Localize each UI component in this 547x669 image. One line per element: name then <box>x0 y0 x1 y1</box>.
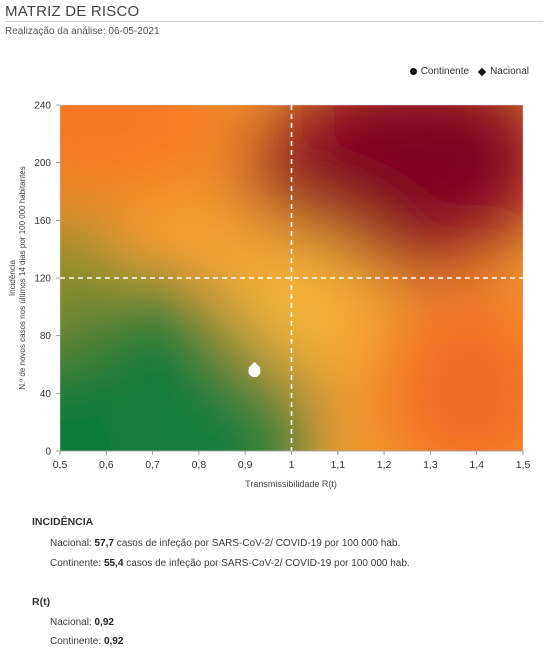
legend-label-nacional: Nacional <box>490 66 529 77</box>
incidencia-nacional-line: Nacional: 57,7 casos de infeção por SARS… <box>50 538 400 549</box>
y-tick-label: 240 <box>34 101 51 112</box>
x-axis-label: Transmissibilidade R(t) <box>245 479 337 489</box>
incidencia-continente-text: casos de infeção por SARS-CoV-2/ COVID-1… <box>126 558 410 569</box>
x-tick-label: 1,4 <box>469 459 484 471</box>
incidencia-nacional-label: Nacional: <box>50 538 92 549</box>
circle-marker-icon <box>409 68 417 75</box>
y-axis-label-line2: N.º de novos casos nos últimos 14 dias p… <box>18 166 27 390</box>
chart-axes: 0,5 0,6 0,7 0,8 0,9 1 1,1 1,2 1,3 1,4 1,5 0 40 80 120 1… <box>34 101 530 472</box>
x-tick-label: 0,9 <box>238 459 253 471</box>
page-title: MATRIZ DE RISCO <box>5 3 140 20</box>
rt-heading: R(t) <box>32 596 51 608</box>
incidencia-continente-line: Continente: 55,4 casos de infeção por SA… <box>50 558 410 569</box>
legend-item-nacional: Nacional <box>477 66 529 77</box>
rt-nacional-value: 0,92 <box>94 617 114 628</box>
rt-nacional-line: Nacional: 0,92 <box>50 617 114 628</box>
x-tick-label: 1,2 <box>377 459 392 471</box>
y-tick-label: 120 <box>34 274 51 285</box>
x-tick-label: 0,8 <box>192 459 207 471</box>
diamond-marker-icon <box>477 67 487 76</box>
incidencia-continente-value: 55,4 <box>103 558 124 569</box>
x-tick-label: 0,5 <box>53 459 68 471</box>
rt-nacional-label: Nacional: <box>50 617 92 628</box>
rt-continente-label: Continente: <box>50 636 102 647</box>
incidencia-continente-label: Continente: <box>50 558 102 569</box>
risk-matrix-chart: 0,5 0,6 0,7 0,8 0,9 1 1,1 1,2 1,3 1,4 1,5 0 40 80 120 1… <box>8 101 530 490</box>
legend-label-continente: Continente <box>420 66 470 77</box>
y-axis-label-line1: Incidência <box>8 259 17 296</box>
x-tick-label: 1,1 <box>330 459 345 471</box>
incidencia-heading: INCIDÊNCIA <box>32 516 94 528</box>
rt-continente-value: 0,92 <box>103 636 124 647</box>
title-divider <box>5 21 543 22</box>
x-tick-label: 0,7 <box>145 459 160 471</box>
x-tick-label: 0,6 <box>99 459 114 471</box>
y-tick-label: 40 <box>40 389 52 400</box>
legend-item-continente: Continente <box>409 66 470 77</box>
incidencia-nacional-value: 57,7 <box>94 538 114 549</box>
rt-continente-line: Continente: 0,92 <box>50 636 123 647</box>
threshold-lines <box>60 105 523 451</box>
point-nacional <box>248 361 261 374</box>
x-tick-label: 1,5 <box>516 459 531 471</box>
y-tick-label: 80 <box>40 331 52 342</box>
y-tick-label: 200 <box>34 158 51 169</box>
data-points <box>248 361 261 378</box>
heatmap-background <box>60 105 523 451</box>
incidencia-nacional-text: casos de infeção por SARS-CoV-2/ COVID-1… <box>116 538 401 549</box>
y-tick-label: 0 <box>45 447 51 458</box>
analysis-date: Realização da análise: 06-05-2021 <box>5 26 160 37</box>
x-tick-label: 1,3 <box>423 459 438 471</box>
y-tick-label: 160 <box>34 216 51 227</box>
x-tick-label: 1 <box>289 459 295 471</box>
chart-legend: Continente Nacional <box>409 66 529 77</box>
